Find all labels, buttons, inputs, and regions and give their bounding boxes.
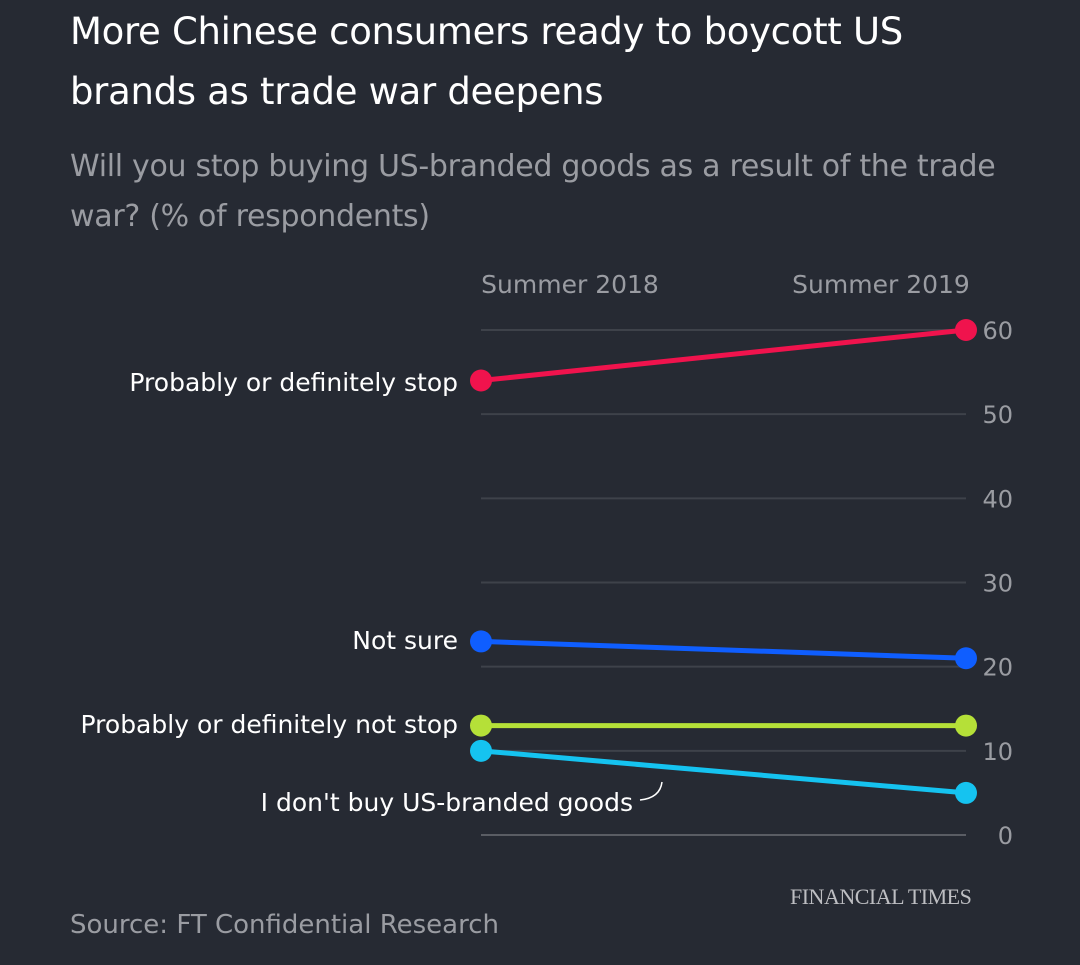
- data-point: [955, 319, 977, 341]
- series-line: [478, 638, 969, 661]
- series-line: [478, 748, 969, 796]
- series-label: Probably or definitely stop: [129, 368, 458, 397]
- x-category-label: Summer 2018: [481, 270, 659, 299]
- ft-logo: FINANCIAL TIMES: [790, 884, 972, 909]
- data-point: [955, 781, 977, 804]
- chart-subtitle: Will you stop buying US-branded goods as…: [70, 149, 996, 234]
- data-point: [470, 714, 492, 737]
- y-tick-label: 50: [982, 401, 1013, 429]
- data-point: [470, 739, 492, 762]
- y-tick-label: 60: [982, 317, 1013, 345]
- series-label: Not sure: [352, 626, 458, 655]
- y-tick-label: 40: [982, 485, 1013, 513]
- data-point: [470, 369, 492, 392]
- y-tick-label: 10: [982, 738, 1013, 766]
- data-point: [470, 630, 492, 653]
- series-label: I don't buy US-branded goods: [261, 788, 633, 817]
- y-tick-label: 30: [982, 570, 1013, 598]
- series-line: [478, 327, 969, 383]
- y-tick-label: 20: [982, 654, 1013, 682]
- chart-title: More Chinese consumers ready to boycott …: [70, 10, 903, 113]
- data-point: [955, 714, 977, 737]
- y-tick-label: 0: [998, 822, 1013, 850]
- x-category-label: Summer 2019: [792, 270, 970, 299]
- source-note: Source: FT Confidential Research: [70, 910, 499, 940]
- series-label: Probably or definitely not stop: [81, 710, 458, 739]
- annotation-leader: [639, 781, 663, 801]
- data-point: [955, 647, 977, 670]
